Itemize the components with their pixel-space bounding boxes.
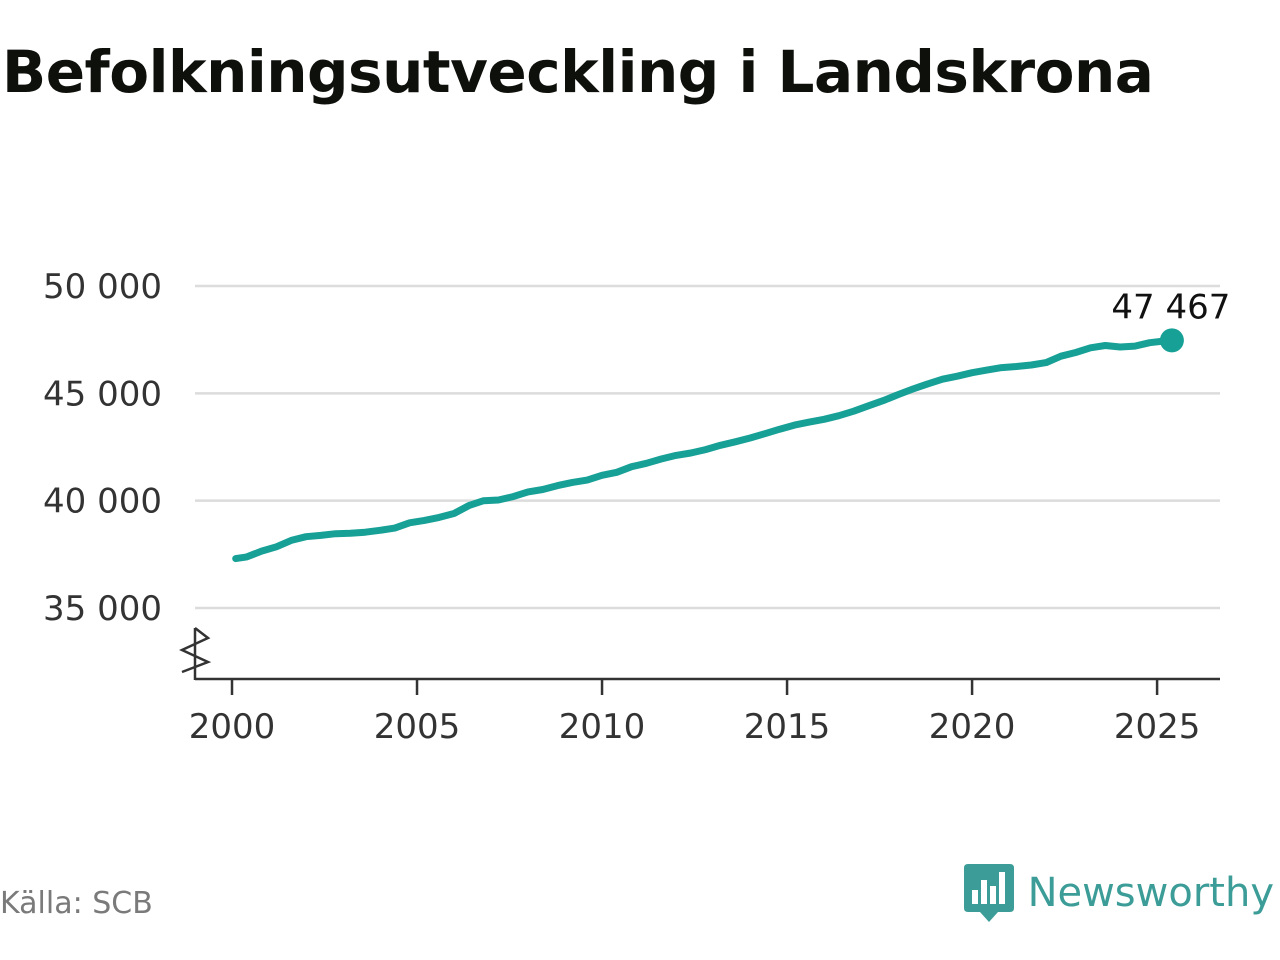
x-tick-label: 2000 (189, 707, 276, 747)
gridlines (195, 284, 1220, 610)
brand-name: Newsworthy (1027, 870, 1274, 916)
x-tick-label: 2015 (744, 707, 831, 747)
end-point-marker (1159, 328, 1184, 353)
y-tick-label: 50 000 (43, 267, 162, 307)
x-tick-labels: 2000 2005 2010 2015 2020 2025 (189, 707, 1201, 747)
axis-break-marker (179, 627, 212, 674)
axes (179, 627, 1220, 695)
chart-title: Befolkningsutveckling i Landskrona (2, 38, 1154, 106)
brand-logo: Newsworthy (963, 864, 1274, 922)
series-line (232, 336, 1176, 563)
x-tick-label: 2025 (1114, 707, 1201, 747)
x-tick-label: 2005 (374, 707, 461, 747)
y-tick-label: 35 000 (43, 589, 162, 629)
y-tick-label: 40 000 (43, 482, 162, 522)
y-tick-label: 45 000 (43, 374, 162, 414)
y-tick-labels: 35 000 40 000 45 000 50 000 (43, 267, 162, 629)
x-tick-label: 2010 (559, 707, 646, 747)
line-chart: 35 000 40 000 45 000 50 000 2000 2005 2010 201… (43, 267, 1230, 747)
x-tick-label: 2020 (929, 707, 1016, 747)
end-value-label: 47 467 (1111, 287, 1230, 327)
source-label: Källa: SCB (0, 886, 153, 921)
series: 47 467 (232, 287, 1230, 563)
bar-chart-speech-bubble-icon (963, 864, 1014, 922)
